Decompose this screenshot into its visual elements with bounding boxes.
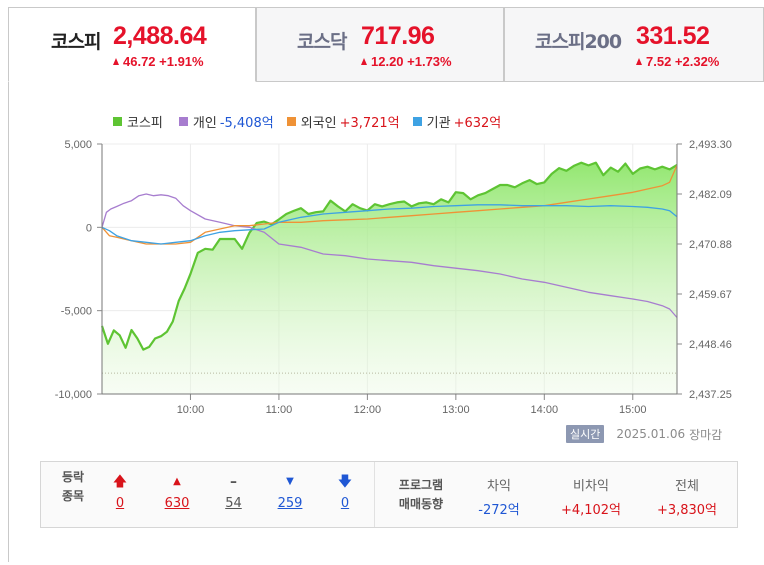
left-axis-tick-label: -10,000 — [55, 389, 92, 401]
up-triangle-icon — [636, 58, 642, 65]
left-axis-tick-label: 5,000 — [64, 139, 92, 151]
index-tabs: 코스피 2,488.64 46.72 +1.91% 코스닥 717.96 12.… — [8, 7, 764, 82]
lower-limit-count[interactable]: 🡇 0 — [330, 472, 360, 514]
legend-swatch-institution — [412, 116, 422, 126]
legend-item-individual: 개인 -5,408억 — [178, 112, 274, 131]
up-triangle-icon — [361, 58, 367, 65]
tab-kospi200[interactable]: 코스피200 331.52 7.52 +2.32% — [504, 7, 764, 82]
right-axis-tick-label: 2,459.67 — [689, 289, 732, 301]
legend-swatch-kospi — [113, 116, 122, 126]
total-program-trading: 전체 +3,830억 — [656, 479, 718, 518]
right-axis-tick-label: 2,493.30 — [689, 139, 732, 151]
x-axis-tick-label: 14:00 — [531, 404, 559, 416]
arbitrage-trading: 차익 -272억 — [478, 479, 520, 518]
non-arbitrage-trading: 비차익 +4,102억 — [560, 479, 622, 518]
tab-kospi-name: 코스피 — [51, 31, 101, 53]
series-area-코스피 — [102, 162, 677, 394]
legend-value-institution: +632억 — [453, 115, 502, 131]
upper-limit-count[interactable]: 🡅 0 — [105, 472, 135, 514]
rise-triangle-icon: ▲ — [173, 476, 181, 487]
summary-divider — [374, 462, 375, 527]
tab-kospi200-value: 331.52 — [636, 22, 710, 50]
tab-kosdaq-value: 717.96 — [361, 22, 435, 50]
legend-label-institution: 기관 — [426, 115, 451, 131]
x-axis-tick-label: 12:00 — [354, 404, 382, 416]
left-axis-tick-label: -5,000 — [61, 306, 92, 318]
market-summary: 등락 종목 🡅 0 ▲ 630 – 54 ▼ 259 🡇 0 프로그램 매매동향… — [40, 461, 738, 528]
legend-item-foreign: 외국인 +3,721억 — [286, 112, 400, 131]
fall-triangle-icon: ▼ — [286, 476, 294, 487]
chart-panel — [8, 82, 764, 562]
status-date: 2025.01.06 — [616, 427, 686, 441]
chart-series-lines — [100, 161, 678, 351]
tab-kospi-change: 46.72 +1.91% — [113, 54, 204, 69]
legend-label-kospi: 코스피 — [127, 115, 163, 131]
legend-item-institution: 기관 +632억 — [412, 112, 502, 131]
flat-count[interactable]: – 54 — [216, 472, 251, 514]
x-axis-tick-label: 15:00 — [619, 404, 647, 416]
kospi-area — [102, 162, 677, 394]
chart-axes — [97, 143, 682, 400]
x-axis-tick-label: 11:00 — [266, 404, 293, 416]
legend-swatch-foreign — [286, 116, 296, 126]
chart-legend: 코스피 개인 -5,408억 외국인 +3,721억 기관 +632억 — [113, 112, 514, 131]
tab-kospi200-name: 코스피200 — [535, 31, 622, 53]
x-axis-tick-label: 13:00 — [442, 404, 470, 416]
fall-count[interactable]: ▼ 259 — [270, 472, 310, 514]
upper-limit-arrow-icon: 🡅 — [112, 474, 128, 490]
series-line-외국인 — [101, 165, 678, 245]
x-axis-tick-label: 10:00 — [177, 404, 205, 416]
flat-dash-icon: – — [230, 474, 237, 490]
up-triangle-icon — [113, 58, 119, 65]
legend-label-foreign: 외국인 — [300, 115, 337, 131]
tab-kospi-value: 2,488.64 — [113, 22, 207, 50]
market-state: 장마감 — [689, 427, 723, 442]
legend-label-individual: 개인 — [192, 115, 217, 131]
realtime-badge[interactable]: 실시간 — [566, 425, 605, 443]
legend-swatch-individual — [178, 116, 188, 126]
lower-limit-arrow-icon: 🡇 — [337, 474, 353, 490]
tab-kospi200-change: 7.52 +2.32% — [636, 54, 719, 69]
legend-value-individual: -5,408억 — [219, 115, 274, 131]
right-axis-tick-label: 2,470.88 — [689, 239, 732, 251]
series-line-코스피 — [100, 161, 678, 351]
right-axis-tick-label: 2,448.46 — [689, 339, 732, 351]
tab-kosdaq-name: 코스닥 — [297, 31, 347, 53]
series-line-개인 — [101, 193, 678, 318]
tab-kosdaq-change: 12.20 +1.73% — [361, 54, 452, 69]
right-axis-tick-label: 2,482.09 — [689, 189, 732, 201]
rise-fall-heading: 등락 종목 — [61, 470, 85, 503]
legend-value-foreign: +3,721억 — [339, 115, 400, 131]
series-line-기관 — [101, 204, 678, 245]
rise-count[interactable]: ▲ 630 — [157, 472, 197, 514]
chart-tick-labels: 5,000 0 -5,000 -10,000 10:00 11:00 12:00 13:00 1… — [55, 139, 732, 416]
tab-kosdaq[interactable]: 코스닥 717.96 12.20 +1.73% — [256, 7, 504, 82]
left-axis-tick-label: 0 — [86, 222, 92, 234]
legend-item-kospi: 코스피 — [113, 112, 166, 131]
program-trading-heading: 프로그램 매매동향 — [398, 478, 444, 511]
tab-kospi[interactable]: 코스피 2,488.64 46.72 +1.91% — [8, 7, 256, 82]
status-bar: 실시간 2025.01.06 장마감 — [566, 425, 722, 443]
right-axis-tick-label: 2,437.25 — [689, 389, 732, 401]
